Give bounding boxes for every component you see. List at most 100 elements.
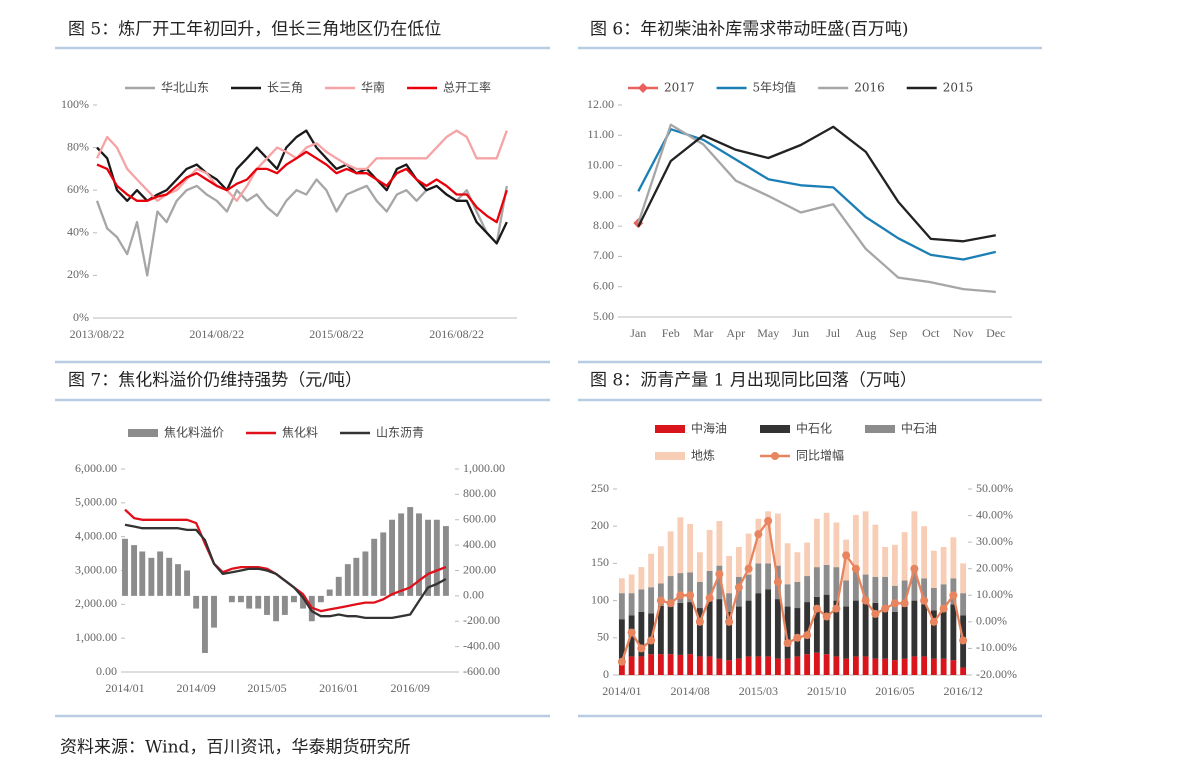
legend-label: 同比增幅 — [796, 448, 844, 463]
legend-label: 焦化料溢价 — [164, 426, 224, 440]
bar — [852, 656, 859, 675]
y-tick-label: 0.00 — [463, 588, 484, 602]
marker — [949, 591, 958, 600]
bar — [784, 543, 791, 585]
x-tick-label: 2016/09 — [391, 681, 430, 695]
bar — [628, 593, 635, 616]
marker — [842, 551, 851, 560]
marker — [764, 516, 773, 525]
line — [124, 523, 447, 620]
line — [96, 150, 508, 224]
legend-label: 华南 — [361, 80, 385, 95]
marker — [734, 583, 743, 592]
legend-label: 2015 — [943, 81, 974, 95]
bar — [638, 611, 645, 657]
chart-title: 图 5：炼厂开工年初回升，但长三角地区仍在低位 — [68, 20, 441, 40]
bar — [745, 656, 752, 675]
x-tick-label: Sep — [889, 326, 907, 340]
marker — [666, 599, 675, 608]
y-tick-label: -400.00 — [463, 638, 500, 652]
y-tick-label: 8.00 — [593, 218, 614, 232]
bar — [882, 606, 889, 659]
bar — [804, 654, 811, 675]
y-tick-label: 2,000.00 — [75, 596, 117, 610]
x-tick-label: 2014/01 — [602, 684, 641, 698]
bar — [921, 526, 928, 579]
y-tick-label: 100 — [591, 592, 609, 606]
bar — [211, 595, 217, 628]
x-tick-label: Oct — [922, 326, 940, 340]
x-tick-label: 2016/05 — [875, 684, 914, 698]
bar — [281, 595, 288, 615]
bar — [921, 656, 928, 675]
bar — [246, 595, 253, 609]
legend-label: 焦化料 — [282, 426, 318, 440]
x-tick-label: 2016/12 — [943, 684, 982, 698]
bar — [407, 507, 414, 596]
bar — [657, 654, 664, 675]
y-tick-label: 12.00 — [587, 97, 614, 111]
bar — [940, 658, 947, 675]
y-tick-label: 0 — [603, 667, 609, 681]
bar — [139, 551, 146, 596]
y-tick-label: 5.00 — [593, 309, 614, 323]
bar — [648, 613, 655, 655]
x-tick-label: Jun — [792, 326, 809, 340]
y-tick-label: 30.00% — [976, 534, 1013, 548]
bar — [184, 570, 191, 596]
bar — [131, 545, 138, 596]
y-tick-label: 10.00 — [587, 157, 614, 171]
chart-title: 图 6：年初柴油补库需求带动旺盛(百万吨) — [590, 20, 908, 40]
bar — [726, 611, 733, 661]
marker — [851, 564, 860, 573]
bar — [940, 547, 947, 585]
bar — [667, 531, 674, 577]
x-tick-label: 2016/01 — [319, 681, 358, 695]
bar — [677, 517, 684, 574]
y-tick-label: 0% — [73, 310, 89, 324]
bar — [755, 518, 762, 564]
bar — [882, 658, 889, 675]
bar — [911, 656, 918, 675]
marker — [793, 633, 802, 642]
bar — [765, 511, 772, 564]
marker — [705, 593, 714, 602]
y-tick-label: 60% — [67, 182, 89, 196]
marker — [900, 599, 909, 608]
marker — [754, 530, 763, 539]
x-tick-label: 2013/08/22 — [70, 327, 125, 341]
bar — [344, 564, 351, 596]
line — [96, 129, 508, 245]
bar — [628, 574, 635, 594]
bar — [901, 532, 908, 581]
bar — [882, 547, 889, 577]
bar — [380, 532, 387, 596]
bar — [371, 538, 378, 596]
bar — [813, 652, 820, 675]
bar — [677, 573, 684, 603]
y-tick-label: 6,000.00 — [75, 461, 117, 475]
bar — [882, 576, 889, 607]
bar — [911, 600, 918, 657]
bar — [667, 654, 674, 675]
marker — [617, 657, 626, 666]
bar — [716, 599, 723, 659]
bar — [148, 557, 155, 596]
legend-swatch — [655, 452, 685, 460]
y-tick-label: 50.00% — [976, 481, 1013, 495]
legend-label: 总开工率 — [443, 80, 491, 95]
legend-label: 5年均值 — [753, 80, 797, 95]
x-tick-label: Aug — [855, 326, 876, 340]
bar — [696, 582, 703, 609]
y-tick-label: 100% — [61, 97, 89, 111]
bar — [648, 587, 655, 614]
bar — [765, 563, 772, 590]
bar — [726, 593, 733, 612]
marker — [744, 564, 753, 573]
y-tick-label: -10.00% — [976, 640, 1017, 654]
bar — [843, 606, 850, 659]
line — [637, 123, 996, 294]
legend-label: 2017 — [664, 81, 695, 95]
bar — [911, 511, 918, 571]
bar — [794, 552, 801, 582]
